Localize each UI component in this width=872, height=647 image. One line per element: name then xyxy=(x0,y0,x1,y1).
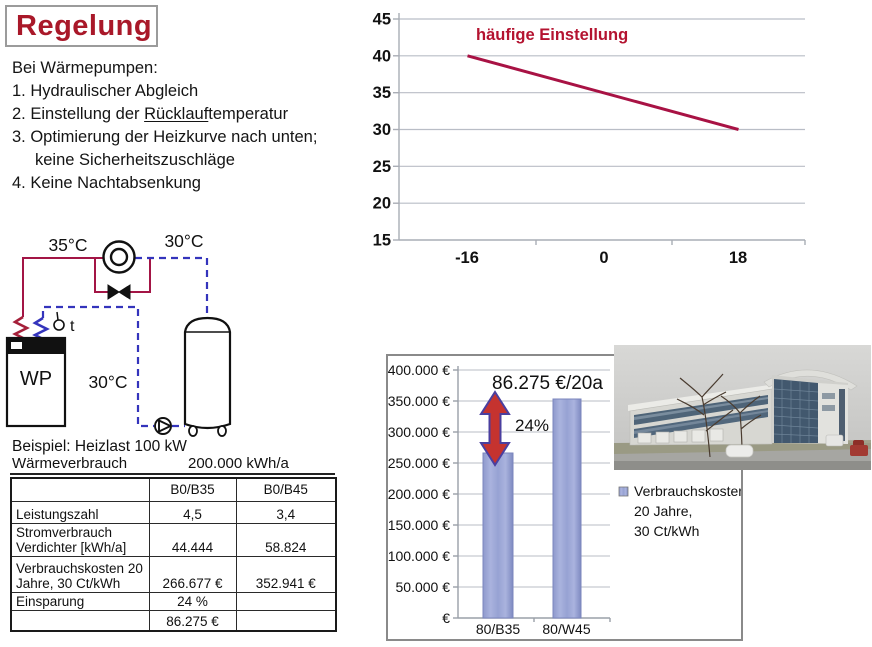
consumption-value: 200.000 kWh/a xyxy=(188,455,289,472)
valve-icon xyxy=(107,284,131,300)
intro-item-2: 2. Einstellung der Rücklauftemperatur xyxy=(12,105,289,123)
heating-curve-chart: 45 40 35 30 25 20 15 -16 0 18 häufige Ei… xyxy=(373,11,806,267)
heat-pump-label: WP xyxy=(20,368,52,390)
page-title-box: Regelung xyxy=(5,5,158,47)
consumption-row: Wärmeverbrauch 200.000 kWh/a xyxy=(10,455,335,475)
svg-text:20 Jahre,: 20 Jahre, xyxy=(634,503,692,519)
svg-text:250.000 €: 250.000 € xyxy=(388,455,450,471)
legend: Verbrauchskosten 20 Jahre, 30 Ct/kWh xyxy=(618,483,746,539)
chart-gridlines xyxy=(399,18,805,204)
comparison-table: B0/B35 B0/B45 Leistungszahl 4,5 3,4 Stro… xyxy=(10,477,337,632)
example-caption: Beispiel: Heizlast 100 kW xyxy=(12,438,187,455)
return-pipe xyxy=(41,256,209,428)
column-header-b45: B0/B45 xyxy=(235,477,337,502)
intro-item-1: 1. Hydraulischer Abgleich xyxy=(12,82,199,100)
intro-item-3-line2: keine Sicherheitszuschläge xyxy=(35,151,235,169)
savings-value-label: 86.275 €/20a xyxy=(492,373,603,394)
table-row: Stromverbrauch Verdichter [kWh/a] 44.444… xyxy=(10,522,337,557)
chart-axes xyxy=(393,13,806,245)
heat-pump-unit: WP xyxy=(5,336,67,428)
svg-text:80/B35: 80/B35 xyxy=(476,621,521,637)
supply-pipe xyxy=(22,257,151,317)
consumption-label: Wärmeverbrauch xyxy=(12,455,128,472)
savings-percent-label: 24% xyxy=(515,416,549,435)
bar-80-w45 xyxy=(552,398,582,619)
svg-text:25: 25 xyxy=(373,158,391,176)
svg-text:15: 15 xyxy=(373,232,391,250)
buffer-tank xyxy=(183,316,232,437)
bar-x-labels: 80/B35 80/W45 xyxy=(476,621,591,637)
table-header-row: B0/B35 B0/B45 xyxy=(10,477,337,502)
supply-temp-label: 35°C xyxy=(48,235,87,255)
building-photo xyxy=(614,345,871,470)
intro-item-3-line1: 3. Optimierung der Heizkurve nach unten; xyxy=(12,128,318,146)
photo-trees xyxy=(676,373,762,458)
savings-arrow xyxy=(479,390,511,467)
bar-y-labels: 400.000 € 350.000 € 300.000 € 250.000 € … xyxy=(388,362,451,626)
svg-text:80/W45: 80/W45 xyxy=(542,621,590,637)
svg-text:150.000 €: 150.000 € xyxy=(388,517,450,533)
intro-item-4: 4. Keine Nachtabsenkung xyxy=(12,174,201,192)
svg-text:30 Ct/kWh: 30 Ct/kWh xyxy=(634,523,699,539)
building-tower xyxy=(763,369,858,444)
svg-text:400.000 €: 400.000 € xyxy=(388,362,450,378)
intro-text: Bei Wärmepumpen: 1. Hydraulischer Abglei… xyxy=(12,57,317,195)
svg-text:Verbrauchskosten: Verbrauchskosten xyxy=(634,483,741,499)
x-axis-tick-labels: -16 0 18 xyxy=(455,249,747,267)
svg-text:0: 0 xyxy=(599,249,608,267)
table-row: Verbrauchskosten 20 Jahre, 30 Ct/kWh 266… xyxy=(10,555,337,593)
svg-text:-16: -16 xyxy=(455,249,479,267)
pump-symbol xyxy=(102,240,136,274)
bar-80-b35 xyxy=(482,452,514,619)
legend-marker xyxy=(618,486,629,497)
chart-annotation: häufige Einstellung xyxy=(476,26,628,44)
y-axis-tick-labels: 45 40 35 30 25 20 15 xyxy=(373,11,391,250)
garage-doors xyxy=(637,428,724,444)
table-row: Einsparung 24 % xyxy=(10,591,337,611)
photo-vehicles xyxy=(825,434,868,456)
svg-text:100.000 €: 100.000 € xyxy=(388,548,450,564)
cost-bar-chart-svg: 400.000 € 350.000 € 300.000 € 250.000 € … xyxy=(388,362,746,637)
page-title: Regelung xyxy=(16,9,153,42)
svg-text:200.000 €: 200.000 € xyxy=(388,486,450,502)
bar-gridlines xyxy=(458,369,610,588)
hydraulic-schematic: t WP 35°C 30°C 30°C xyxy=(5,231,232,437)
svg-text:18: 18 xyxy=(729,249,747,267)
svg-text:50.000 €: 50.000 € xyxy=(396,579,451,595)
intro-lead: Bei Wärmepumpen: xyxy=(12,59,158,77)
svg-text:35: 35 xyxy=(373,84,391,102)
svg-text:20: 20 xyxy=(373,195,391,213)
temperature-labels: 35°C 30°C 30°C xyxy=(48,231,203,392)
photo-road xyxy=(614,461,871,470)
underlined-word: Rücklauf xyxy=(144,105,209,123)
heating-curve-line xyxy=(467,54,739,131)
temperature-sensor xyxy=(53,311,65,331)
svg-text:€: € xyxy=(442,610,450,626)
table-row: Leistungszahl 4,5 3,4 xyxy=(10,500,337,524)
svg-text:300.000 €: 300.000 € xyxy=(388,424,450,440)
circulation-pump-icon xyxy=(154,417,173,435)
column-header-b35: B0/B35 xyxy=(148,477,237,502)
svg-text:30: 30 xyxy=(373,121,391,139)
sensor-label: t xyxy=(70,318,75,335)
table-row: 86.275 € xyxy=(10,609,337,632)
svg-text:350.000 €: 350.000 € xyxy=(388,393,450,409)
photo-tank xyxy=(725,444,754,458)
svg-text:45: 45 xyxy=(373,11,391,29)
return-temp-label-mid: 30°C xyxy=(88,372,127,392)
return-temp-label-top: 30°C xyxy=(164,231,203,251)
svg-text:40: 40 xyxy=(373,47,391,65)
